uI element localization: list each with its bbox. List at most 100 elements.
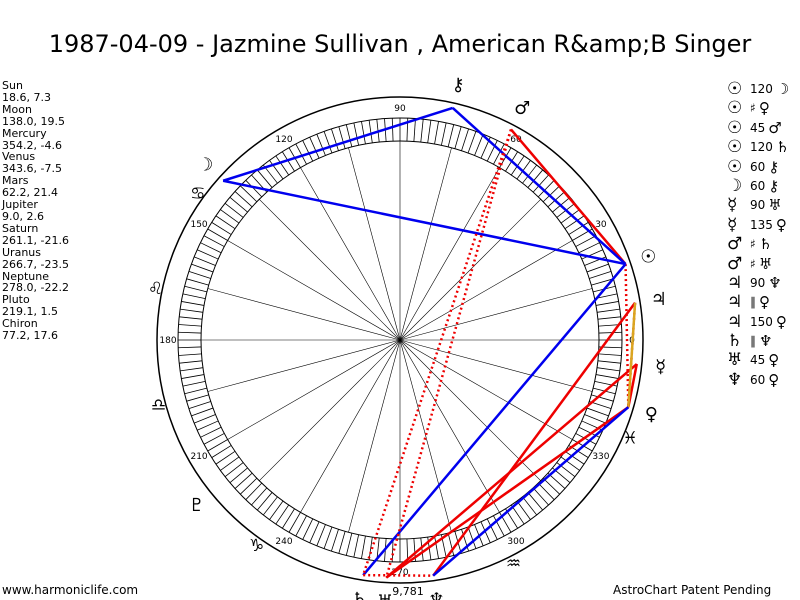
degree-tick: [527, 492, 544, 511]
planet-coords-jupiter: 9.0, 2.6: [2, 209, 44, 223]
degree-tick: [537, 482, 555, 500]
zodiac-sign-glyph: ♑: [249, 536, 264, 556]
aspect-type: ∥: [750, 334, 756, 349]
planet-glyph-uranus: ♅: [377, 592, 393, 600]
degree-label: 30: [595, 220, 607, 230]
degree-tick: [368, 120, 373, 143]
degree-tick: [179, 360, 203, 364]
aspect-row: ♅ 45 ♀: [727, 351, 789, 371]
aspect-row: ☉ 120 ♄: [727, 137, 789, 157]
planet-name-saturn: Saturn: [2, 221, 39, 235]
degree-tick: [420, 537, 424, 561]
degree-tick: [493, 515, 505, 537]
degree-tick: [598, 353, 622, 356]
aspect-row: ☉ ♯ ♀: [727, 98, 789, 118]
degree-tick: [474, 134, 484, 156]
degree-tick: [275, 504, 290, 525]
aspect-type: 60: [750, 372, 766, 387]
degree-tick: [597, 316, 621, 320]
planet-name-neptune: Neptune: [2, 269, 50, 283]
aspect-type: 45: [750, 353, 766, 368]
degree-tick: [597, 367, 620, 372]
planet-positions-list: Sun 18.6, 7.3 Moon 138.0, 19.5 Mercury 354.2,…: [2, 80, 69, 342]
planet-coords-mars: 62.2, 21.4: [2, 186, 58, 200]
degree-tick: [275, 155, 290, 176]
degree-tick: [245, 482, 263, 500]
planet-glyph-mercury: ☿: [655, 356, 666, 377]
degree-tick: [597, 360, 621, 364]
planet-coords-moon: 138.0, 19.5: [2, 114, 65, 128]
chart-title: 1987-04-09 - Jazmine Sullivan , American…: [48, 30, 752, 58]
aspect-line: [362, 263, 627, 576]
degree-tick: [269, 160, 284, 180]
degree-tick: [203, 433, 225, 445]
aspect-row: ♂ ♯ ♄: [727, 234, 789, 254]
degree-tick: [323, 131, 333, 154]
degree-tick: [542, 477, 560, 495]
degree-tick: [578, 242, 600, 254]
zodiac-sign-glyph: ♎: [151, 396, 166, 416]
degree-tick: [186, 278, 209, 286]
aspect-type: ♯: [750, 101, 756, 116]
zodiac-sign-glyph: ♓: [623, 429, 638, 449]
degree-tick: [215, 450, 236, 465]
aspect-grid-list: ☉ 120 ☽ ☉ ♯ ♀ ☉ 45 ♂ ☉ 120 ♄ ☉ 60 ⚷ ☽ 60 ⚷ ☿ 90 ♅ ☿ 135 ♀ ♂ ♯ ♄ ♂ ♯ ♅…: [727, 79, 789, 390]
aspect-planet2-glyph: ♀: [768, 351, 780, 370]
degree-tick: [454, 126, 462, 149]
degree-tick: [211, 222, 232, 235]
degree-tick: [263, 496, 278, 516]
planet-glyph-mars: ♂: [514, 98, 530, 119]
degree-tick: [586, 263, 609, 273]
planet-name-mars: Mars: [2, 174, 29, 188]
wheel-spoke: [399, 199, 541, 341]
aspect-planet1-glyph: ♆: [727, 369, 743, 390]
degree-tick: [527, 169, 544, 188]
degree-tick: [207, 439, 228, 452]
degree-tick: [361, 121, 366, 145]
degree-tick: [181, 374, 205, 379]
planet-glyph-moon: ☽: [197, 155, 213, 176]
planet-glyph-jupiter: ♃: [651, 289, 667, 310]
degree-label: 150: [190, 220, 207, 230]
degree-tick: [447, 532, 455, 556]
aspect-planet2-glyph: ♀: [758, 99, 770, 118]
aspect-type: ♯: [750, 256, 756, 271]
degree-tick: [184, 285, 208, 293]
degree-tick: [197, 420, 219, 431]
aspect-row: ☽ 60 ⚷: [727, 175, 789, 196]
planet-name-moon: Moon: [2, 102, 32, 116]
degree-tick: [568, 222, 589, 235]
wheel-spoke: [399, 339, 500, 513]
degree-tick: [532, 174, 549, 193]
degree-tick: [547, 191, 566, 208]
planet-name-chiron: Chiron: [2, 317, 38, 331]
aspect-planet1-glyph: ☽: [727, 175, 743, 196]
degree-tick: [182, 380, 206, 387]
degree-tick: [345, 124, 353, 148]
degree-tick: [200, 242, 222, 254]
planet-glyph-saturn: ♄: [351, 589, 367, 600]
degree-tick: [361, 535, 366, 559]
planet-glyph-chiron: ⚷: [451, 75, 464, 96]
planet-name-sun: Sun: [2, 79, 23, 92]
planet-name-venus: Venus: [2, 150, 36, 164]
aspect-type: 90: [750, 198, 766, 213]
degree-tick: [256, 169, 273, 188]
degree-label: 330: [592, 452, 609, 462]
aspect-type: 120: [750, 140, 773, 155]
aspect-row: ☉ 60 ⚷: [727, 157, 789, 177]
wheel-extra-label: 9,781: [392, 585, 424, 598]
aspect-row: ♃ 150 ♀: [727, 312, 789, 332]
degree-tick: [480, 521, 491, 543]
degree-tick: [338, 126, 346, 149]
degree-tick: [316, 134, 326, 156]
wheel-spoke: [259, 199, 401, 341]
aspect-type: 60: [750, 159, 766, 174]
degree-tick: [240, 185, 258, 203]
degree-tick: [591, 394, 614, 402]
degree-label: 60: [510, 135, 522, 145]
planet-coords-saturn: 261.1, -21.6: [2, 233, 69, 247]
aspect-planet2-glyph: ♄: [758, 235, 773, 254]
planet-glyph-sun: ☉: [640, 246, 656, 267]
aspect-planet2-glyph: ⚷: [768, 157, 780, 176]
